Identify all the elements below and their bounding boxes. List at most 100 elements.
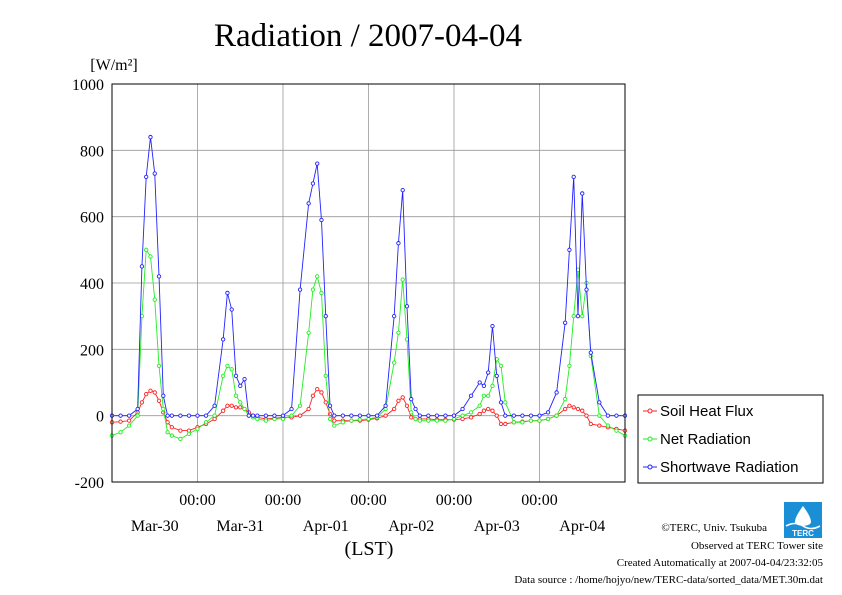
data-point — [319, 217, 324, 223]
date-label: Apr-03 — [474, 518, 520, 535]
data-point — [366, 413, 371, 418]
data-point — [195, 426, 200, 432]
observed-text: Observed at TERC Tower site — [691, 540, 823, 552]
data-point — [588, 421, 593, 427]
data-point — [511, 413, 516, 418]
data-point — [409, 415, 414, 420]
data-point — [400, 187, 405, 193]
data-point — [323, 400, 328, 405]
x-tick-label: 00:00 — [179, 492, 215, 509]
data-point — [246, 413, 251, 418]
data-point — [451, 413, 457, 418]
data-point — [310, 181, 316, 186]
data-point — [571, 314, 576, 319]
data-point — [605, 423, 611, 428]
data-point — [404, 304, 410, 309]
data-point — [528, 418, 534, 423]
data-point — [383, 413, 388, 418]
data-point — [468, 410, 474, 415]
data-point — [233, 405, 239, 410]
data-point — [575, 314, 581, 319]
data-point — [165, 413, 170, 418]
data-point — [605, 413, 611, 418]
legend-marker — [647, 408, 653, 414]
data-point — [357, 417, 363, 422]
data-point — [225, 403, 230, 408]
data-point — [118, 419, 123, 424]
data-point — [220, 337, 226, 342]
data-point — [323, 314, 328, 319]
data-point — [156, 363, 162, 369]
data-point — [413, 406, 418, 412]
data-point — [126, 423, 132, 428]
data-point — [434, 413, 440, 418]
data-point — [139, 400, 145, 405]
data-point — [537, 413, 542, 418]
data-point — [238, 400, 243, 405]
data-point — [297, 413, 303, 418]
data-point — [490, 323, 495, 329]
data-point — [391, 406, 397, 412]
data-point — [486, 406, 491, 412]
y-tick-label: -200 — [75, 475, 104, 492]
grid-lines — [112, 83, 625, 483]
copyright-text: ©TERC, Univ. Tsukuba — [661, 522, 767, 534]
data-point — [503, 413, 508, 418]
data-point — [477, 411, 482, 417]
data-point — [238, 405, 243, 410]
data-point — [156, 398, 162, 403]
data-point — [481, 393, 487, 398]
data-point — [238, 383, 243, 388]
data-point — [152, 390, 157, 395]
data-point — [396, 241, 401, 246]
data-point — [404, 403, 410, 408]
data-point — [229, 367, 234, 372]
data-point — [357, 413, 363, 418]
data-point — [597, 413, 602, 418]
data-point — [315, 386, 320, 392]
data-point — [144, 174, 149, 180]
data-point — [443, 413, 448, 418]
x-tick-label: 00:00 — [350, 492, 386, 509]
data-point — [306, 201, 311, 206]
data-point — [220, 408, 226, 413]
created-text: Created Automatically at 2007-04-04/23:3… — [617, 557, 824, 569]
y-tick-label: 400 — [80, 276, 104, 293]
wave-icon — [785, 522, 821, 530]
data-point — [297, 287, 303, 292]
data-point — [118, 430, 123, 435]
legend-marker — [647, 464, 653, 470]
date-labels: Mar-30 Mar-31 Apr-01 Apr-02 Apr-03 Apr-04 — [131, 518, 605, 535]
data-point — [319, 290, 324, 296]
data-point — [315, 161, 320, 166]
data-point — [148, 254, 153, 259]
data-point — [503, 421, 508, 427]
data-point — [148, 388, 153, 393]
terc-logo: TERC — [784, 502, 822, 538]
data-point — [588, 350, 593, 355]
data-point — [242, 377, 247, 382]
data-point — [315, 274, 320, 279]
data-point — [327, 403, 333, 408]
data-point — [225, 290, 230, 296]
data-point — [161, 406, 166, 412]
plot-frame — [111, 83, 626, 483]
data-point — [520, 413, 525, 418]
legend-label: Soil Heat Flux — [660, 403, 754, 420]
y-tick-label: 800 — [80, 143, 104, 160]
data-point — [229, 307, 234, 312]
data-point — [494, 373, 499, 379]
y-tick-labels: -200 0 200 400 600 800 1000 — [72, 77, 104, 492]
data-point — [554, 413, 559, 418]
data-point — [460, 413, 465, 418]
data-point — [242, 406, 247, 412]
data-point — [537, 418, 542, 423]
data-point — [152, 171, 157, 176]
legend-label: Net Radiation — [660, 431, 751, 448]
data-point — [481, 383, 487, 388]
x-tick-labels: 00:00 00:00 00:00 00:00 00:00 — [179, 492, 557, 509]
data-point — [332, 418, 337, 423]
data-point — [481, 408, 487, 413]
data-point — [567, 363, 572, 369]
